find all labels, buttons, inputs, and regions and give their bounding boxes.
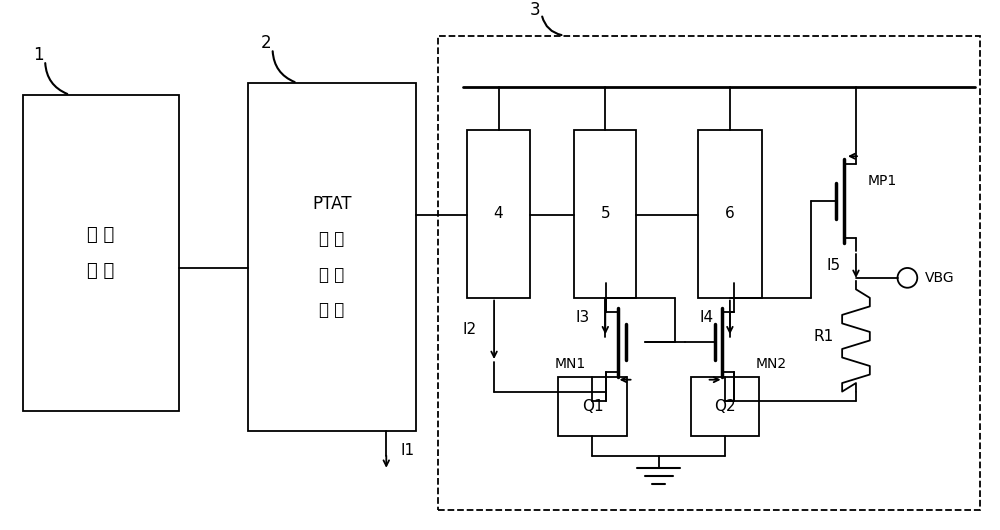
Text: Q1: Q1 — [582, 399, 603, 414]
Text: MP1: MP1 — [868, 174, 897, 189]
Text: I5: I5 — [826, 259, 840, 273]
Text: 3: 3 — [530, 1, 540, 19]
Text: 5: 5 — [600, 206, 610, 221]
Bar — [698, 129, 762, 298]
Text: Q2: Q2 — [714, 399, 736, 414]
Text: 1: 1 — [33, 46, 44, 64]
Text: R1: R1 — [814, 329, 834, 343]
Text: 启 动: 启 动 — [87, 226, 115, 244]
Text: PTAT: PTAT — [312, 195, 352, 213]
Bar — [467, 129, 530, 298]
Bar — [558, 377, 627, 436]
Text: MN1: MN1 — [555, 357, 586, 371]
Bar — [691, 377, 759, 436]
Bar — [438, 36, 980, 510]
Text: 4: 4 — [494, 206, 503, 221]
Text: I1: I1 — [400, 444, 414, 458]
Text: 电 路: 电 路 — [87, 262, 115, 280]
Text: I3: I3 — [575, 310, 589, 325]
Bar — [574, 129, 636, 298]
Circle shape — [898, 268, 917, 288]
Text: MN2: MN2 — [756, 357, 787, 371]
Bar — [23, 95, 179, 411]
Text: 6: 6 — [725, 206, 735, 221]
Text: I4: I4 — [700, 310, 714, 325]
Text: 电 路: 电 路 — [319, 302, 345, 320]
Text: 2: 2 — [261, 34, 271, 52]
Bar — [248, 83, 416, 431]
Text: I2: I2 — [462, 322, 476, 337]
Text: 产 生: 产 生 — [319, 266, 345, 284]
Text: VBG: VBG — [925, 271, 955, 285]
Text: 电 流: 电 流 — [319, 230, 345, 248]
